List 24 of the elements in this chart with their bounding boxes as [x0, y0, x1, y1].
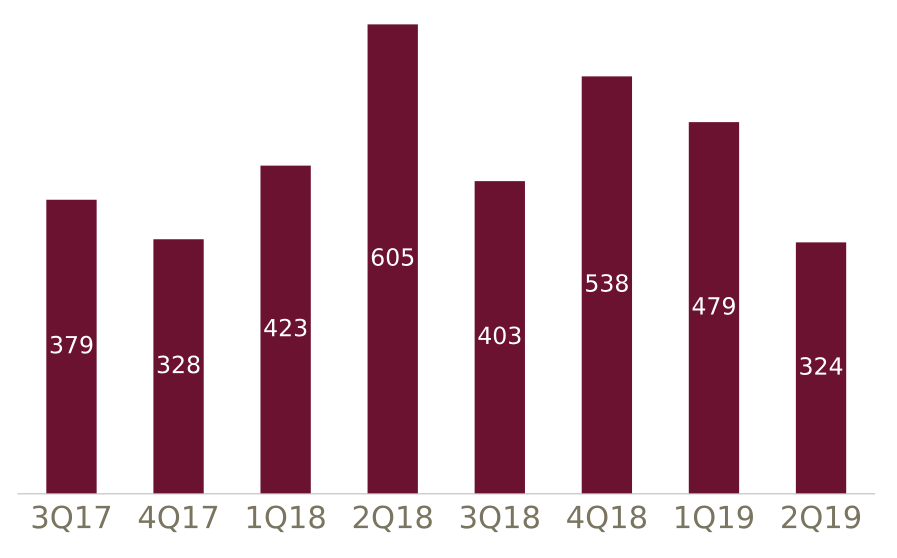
- bar: [688, 122, 740, 494]
- x-tick-label: 3Q17: [32, 505, 110, 532]
- data-label: 379: [50, 336, 92, 354]
- bar: [582, 76, 632, 494]
- data-label: 328: [158, 356, 200, 374]
- bar: [153, 239, 204, 494]
- data-label: 324: [800, 357, 842, 375]
- x-tick-label: 2Q19: [782, 505, 860, 532]
- data-label: 605: [372, 248, 414, 266]
- data-label: 423: [264, 318, 306, 337]
- x-tick-label: 3Q18: [460, 505, 539, 532]
- x-tick-label: 1Q19: [676, 505, 753, 532]
- bar: [260, 166, 311, 494]
- bar: [368, 24, 418, 494]
- bar: [46, 200, 97, 494]
- x-tick-label: 1Q18: [248, 505, 325, 532]
- data-label: 538: [586, 274, 628, 292]
- x-tick-label: 4Q17: [138, 505, 218, 532]
- data-label: 479: [692, 296, 735, 315]
- x-tick-label: 2Q18: [354, 505, 432, 532]
- bar: [796, 242, 846, 494]
- data-label: 403: [478, 326, 520, 344]
- bar: [474, 181, 525, 494]
- x-tick-label: 4Q18: [567, 505, 646, 532]
